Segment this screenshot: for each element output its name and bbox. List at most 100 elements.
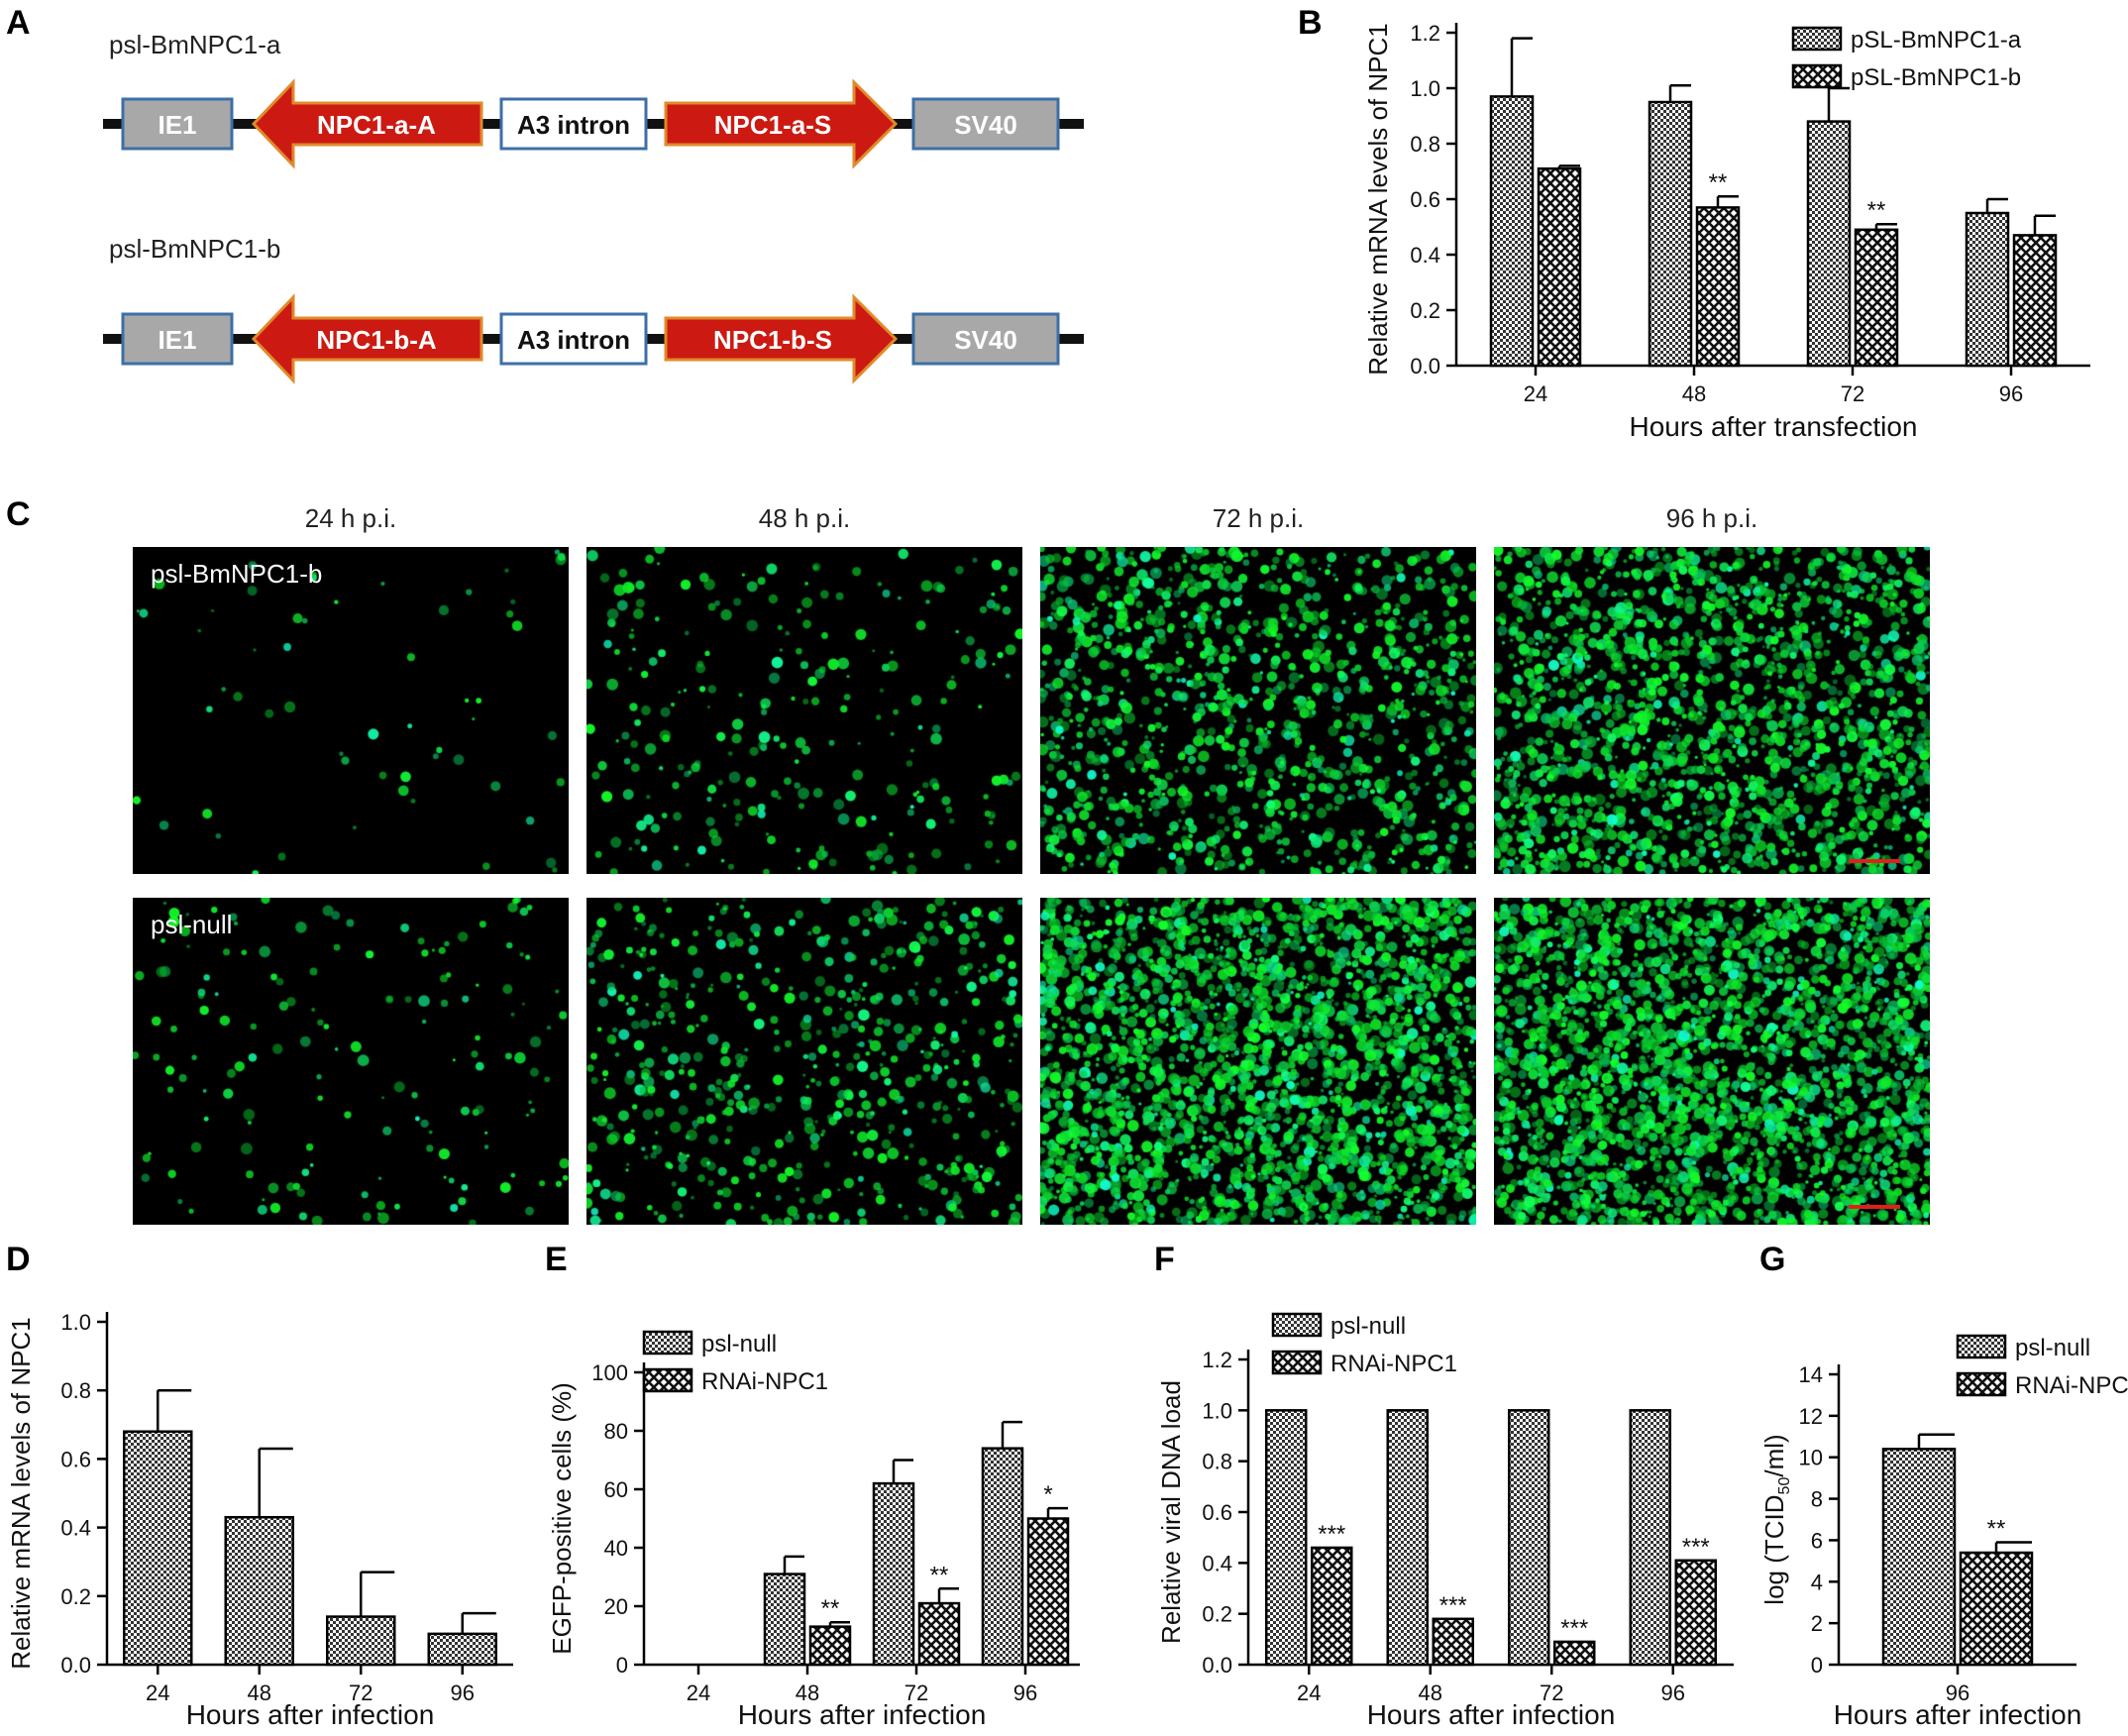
y-tick-label: 1.0	[60, 1310, 91, 1335]
antisense-arrow	[251, 78, 483, 169]
y-tick-label: 0.2	[1410, 298, 1440, 323]
sv40-label: SV40	[954, 325, 1017, 355]
x-tick-label: 48	[796, 1681, 819, 1705]
y-tick-label: 6	[1811, 1528, 1823, 1553]
bar	[1881, 1448, 1957, 1667]
y-tick-label: 1.0	[1202, 1398, 1232, 1423]
construct-b: IE1 NPC1-b-A A3 intron NPC1-b-S SV40	[103, 293, 1084, 384]
intron-box	[499, 312, 648, 366]
scale-bar	[1849, 1205, 1900, 1209]
bar	[981, 1447, 1024, 1667]
y-tick-label: 0.4	[1410, 243, 1440, 268]
y-tick-label: 80	[604, 1419, 628, 1444]
x-tick-label: 96	[1661, 1681, 1685, 1705]
legend-label: psl-null	[701, 1331, 777, 1357]
bar	[1489, 95, 1535, 368]
x-tick-label: 48	[1419, 1681, 1442, 1705]
bar	[1965, 211, 2010, 368]
x-tick-label: 96	[1013, 1681, 1037, 1705]
column-header-24h: 24 h p.i.	[304, 503, 397, 533]
significance-label: ***	[1439, 1592, 1467, 1619]
y-axis-label: log (TCID50/ml)	[1759, 1434, 1793, 1604]
x-tick-label: 72	[904, 1681, 928, 1705]
bar	[1537, 166, 1582, 368]
column-header-96h: 96 h p.i.	[1665, 503, 1758, 533]
x-axis-label: Hours after transfection	[1629, 411, 1917, 442]
panel-letter-g: G	[1759, 1241, 1786, 1278]
row-label-npc1b: psl-BmNPC1-b	[151, 559, 323, 589]
x-tick-label: 48	[248, 1681, 271, 1705]
x-axis-label: Hours after infection	[738, 1699, 987, 1730]
chart-f: 0.0 0.2 0.4 0.6 0.8 1.0 1.2 24 *** 48 *** 72 *** 96 **…	[1156, 1312, 1734, 1730]
x-tick-label: 24	[687, 1681, 710, 1705]
micrograph-npc1b-72h	[1040, 547, 1476, 874]
panel-letter-b: B	[1298, 4, 1323, 42]
significance-label: ***	[1318, 1521, 1345, 1548]
ie1-box	[121, 97, 234, 151]
legend-swatch	[642, 1330, 693, 1356]
bar	[1806, 120, 1852, 368]
bar	[427, 1632, 497, 1667]
bar	[1553, 1640, 1596, 1667]
bar	[1629, 1409, 1671, 1667]
bar	[123, 1430, 193, 1667]
sv40-label: SV40	[954, 110, 1017, 140]
y-tick-label: 0.6	[1410, 187, 1440, 212]
bar	[1265, 1409, 1308, 1667]
bar	[763, 1573, 806, 1667]
micrograph-null-72h	[1040, 898, 1476, 1225]
panel-letter-c: C	[6, 495, 31, 533]
legend-label: RNAi-NPC1	[701, 1368, 828, 1395]
sense-arrow	[664, 78, 899, 169]
y-tick-label: 0	[616, 1653, 628, 1678]
y-tick-label: 0.0	[1410, 354, 1440, 379]
y-tick-label: 0.0	[1202, 1653, 1232, 1678]
y-tick-label: 1.0	[1410, 76, 1440, 101]
x-axis-label: Hours after infection	[1367, 1699, 1616, 1730]
x-tick-label: 72	[1841, 381, 1864, 406]
y-tick-label: 0.8	[60, 1378, 91, 1403]
y-tick-label: 0.6	[60, 1447, 91, 1471]
legend-label: psl-null	[1330, 1313, 1406, 1340]
antisense-label: NPC1-a-A	[317, 110, 436, 140]
legend-label: pSL-BmNPC1-a	[1851, 27, 2022, 54]
micrograph-npc1b-48h	[586, 547, 1022, 874]
bar	[1386, 1409, 1429, 1667]
y-tick-label: 0.8	[1202, 1450, 1232, 1474]
y-tick-label: 0.2	[60, 1584, 91, 1609]
chart-b: 0.0 0.2 0.4 0.6 0.8 1.0 1.2 24 48 ** 72 ** 96 Hours a…	[1363, 21, 2090, 442]
significance-label: ***	[1682, 1534, 1710, 1561]
x-tick-label: 96	[1946, 1681, 1969, 1705]
bar	[1959, 1551, 2034, 1667]
panel-letter-a: A	[6, 4, 31, 42]
y-tick-label: 0.8	[1410, 132, 1440, 157]
bar	[872, 1481, 915, 1667]
y-tick-label: 100	[591, 1360, 628, 1385]
intron-label: A3 intron	[517, 110, 630, 140]
y-tick-label: 8	[1811, 1487, 1823, 1512]
sense-label: NPC1-a-S	[714, 110, 831, 140]
x-tick-label: 24	[1524, 381, 1547, 406]
bar	[326, 1615, 396, 1667]
x-tick-label: 96	[451, 1681, 475, 1705]
y-tick-label: 0	[1811, 1653, 1823, 1678]
y-tick-label: 0.4	[1202, 1551, 1232, 1575]
bar	[1854, 228, 1899, 368]
legend-swatch	[1956, 1334, 2007, 1359]
micrograph-npc1b-96h	[1494, 547, 1930, 874]
row-label-null: psl-null	[151, 910, 233, 939]
y-tick-label: 0.4	[60, 1516, 91, 1541]
panel-letter-f: F	[1154, 1241, 1175, 1278]
y-tick-label: 0.0	[60, 1653, 91, 1678]
x-tick-label: 24	[1297, 1681, 1321, 1705]
ie1-label: IE1	[158, 110, 196, 140]
sense-label: NPC1-b-S	[713, 325, 832, 355]
scale-bar	[1849, 859, 1900, 863]
column-header-72h: 72 h p.i.	[1212, 503, 1305, 533]
x-tick-label: 48	[1682, 381, 1706, 406]
bar	[917, 1601, 961, 1667]
ie1-label: IE1	[158, 325, 196, 355]
y-tick-label: 0.2	[1202, 1602, 1232, 1627]
micrograph-null-24h: psl-null	[133, 898, 569, 1225]
